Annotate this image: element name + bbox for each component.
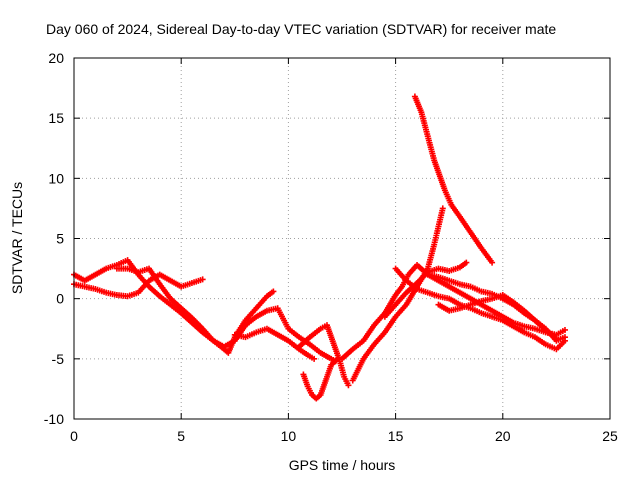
data-point bbox=[439, 205, 446, 212]
y-axis-label: SDTVAR / TECUs bbox=[9, 182, 25, 294]
data-point bbox=[199, 276, 206, 283]
series-track-11 bbox=[392, 265, 568, 353]
series-track-1 bbox=[71, 257, 277, 356]
y-tick-label: 15 bbox=[48, 110, 64, 126]
y-tick-label: 20 bbox=[48, 50, 64, 66]
chart-title: Day 060 of 2024, Sidereal Day-to-day VTE… bbox=[46, 21, 556, 37]
plot-frame bbox=[73, 57, 611, 420]
series-track-13 bbox=[424, 271, 560, 342]
x-tick-labels: 0 5 10 15 20 25 bbox=[70, 428, 618, 444]
data-points bbox=[71, 93, 568, 402]
series-track-9 bbox=[411, 93, 496, 266]
x-tick-label: 20 bbox=[495, 428, 511, 444]
series-track-4 bbox=[231, 325, 318, 362]
x-tick-label: 0 bbox=[70, 428, 78, 444]
data-point bbox=[311, 355, 318, 362]
x-tick-label: 15 bbox=[388, 428, 404, 444]
data-point bbox=[561, 326, 568, 333]
x-tick-label: 10 bbox=[281, 428, 297, 444]
y-tick-labels: -10 -5 0 5 10 15 20 bbox=[44, 50, 64, 427]
series-track-6 bbox=[300, 355, 341, 402]
series-track-5 bbox=[296, 322, 352, 389]
data-point bbox=[489, 259, 496, 266]
x-axis-label: GPS time / hours bbox=[289, 457, 396, 473]
y-tick-label: -10 bbox=[44, 411, 64, 427]
x-tick-label: 25 bbox=[602, 428, 618, 444]
y-tick-label: 0 bbox=[56, 291, 64, 307]
data-point bbox=[270, 288, 277, 295]
grid bbox=[74, 58, 610, 419]
y-tick-label: -5 bbox=[52, 351, 65, 367]
data-point bbox=[345, 382, 352, 389]
series-track-7 bbox=[339, 261, 568, 362]
data-point bbox=[561, 334, 568, 341]
data-point bbox=[463, 259, 470, 266]
y-tick-label: 10 bbox=[48, 170, 64, 186]
series-track-3 bbox=[113, 265, 339, 365]
series-track-2 bbox=[71, 271, 206, 300]
x-tick-label: 5 bbox=[177, 428, 185, 444]
series-track-8 bbox=[349, 205, 446, 384]
y-tick-label: 5 bbox=[56, 231, 64, 247]
data-point bbox=[553, 335, 560, 342]
